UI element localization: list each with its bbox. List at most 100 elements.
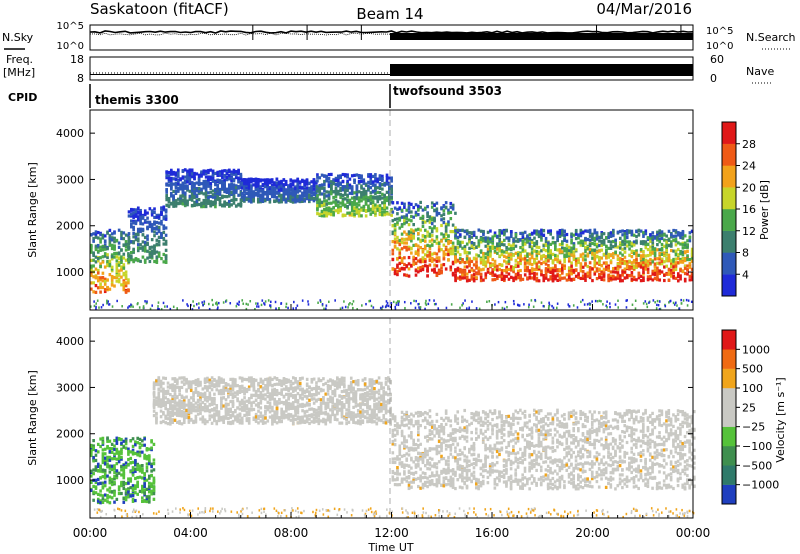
power-echo-cell xyxy=(414,203,418,207)
velocity-echo-cell xyxy=(145,457,149,461)
power-echo-cell xyxy=(339,186,342,190)
power-echo-cell xyxy=(164,256,168,261)
power-echo-cell xyxy=(551,259,555,263)
power-echo-cell xyxy=(391,230,395,234)
velocity-echo-cell xyxy=(96,469,100,473)
power-echo-cell xyxy=(353,195,356,200)
power-echo-cell xyxy=(167,196,171,201)
power-echo-cell xyxy=(106,247,109,251)
power-echo-cell xyxy=(444,245,448,249)
power-echo-cell xyxy=(269,300,272,304)
power-echo-cell xyxy=(609,243,613,247)
velocity-echo-cell xyxy=(103,484,107,488)
power-echo-cell xyxy=(642,257,645,262)
power-echo-cell xyxy=(277,180,281,184)
power-echo-cell xyxy=(319,299,322,302)
power-echo-cell xyxy=(146,249,149,253)
power-echo-cell xyxy=(115,262,119,267)
power-echo-cell xyxy=(90,233,93,237)
velocity-echo-cell xyxy=(147,498,151,502)
power-echo-cell xyxy=(339,207,342,211)
power-echo-cell xyxy=(384,305,387,309)
power-echo-cell xyxy=(301,178,304,182)
power-echo-cell xyxy=(579,263,583,267)
power-echo-cell xyxy=(218,170,222,174)
power-echo-cell xyxy=(96,257,100,261)
power-echo-cell xyxy=(223,187,226,191)
power-echo-cell xyxy=(267,299,270,302)
power-echo-cell xyxy=(150,223,154,227)
power-echo-cell xyxy=(274,300,277,304)
power-echo-cell xyxy=(530,256,534,260)
power-echo-cell xyxy=(554,245,557,249)
power-echo-cell xyxy=(122,273,126,277)
power-echo-cell xyxy=(632,277,636,281)
power-echo-cell xyxy=(433,226,436,230)
velocity-echo-cell xyxy=(145,465,149,470)
power-echo-cell xyxy=(218,181,222,185)
power-echo-cell xyxy=(160,231,163,236)
power-echo-cell xyxy=(330,207,333,211)
power-echo-cell xyxy=(486,260,490,264)
power-echo-cell xyxy=(621,273,624,277)
power-echo-cell xyxy=(551,274,555,278)
power-echo-cell xyxy=(127,232,131,236)
power-echo-cell xyxy=(327,176,331,181)
power-echo-cell xyxy=(227,173,231,178)
power-echo-cell xyxy=(542,275,546,280)
power-echo-cell xyxy=(463,273,467,277)
power-colorbar-tick-label: 12 xyxy=(742,225,756,238)
power-echo-cell xyxy=(618,279,622,283)
power-echo-cell xyxy=(623,250,627,254)
power-echo-cell xyxy=(548,305,550,308)
power-echo-cell xyxy=(360,179,363,184)
power-echo-cell xyxy=(209,194,213,199)
velocity-echo-cell xyxy=(138,446,142,450)
power-echo-cell xyxy=(417,250,420,255)
power-echo-cell xyxy=(445,306,448,310)
power-echo-cell xyxy=(164,242,168,246)
power-echo-cell xyxy=(204,171,208,176)
power-echo-cell xyxy=(465,276,469,280)
power-echo-cell xyxy=(514,251,518,255)
power-echo-cell xyxy=(174,181,178,185)
power-echo-cell xyxy=(477,266,481,270)
power-echo-cell xyxy=(509,231,513,236)
power-echo-cell xyxy=(554,276,557,280)
power-echo-cell xyxy=(174,184,178,188)
power-echo-cell xyxy=(223,178,226,182)
power-echo-cell xyxy=(549,249,553,253)
power-echo-cell xyxy=(379,306,382,310)
power-echo-cell xyxy=(186,180,189,184)
power-echo-cell xyxy=(598,299,601,303)
power-echo-cell xyxy=(289,178,293,182)
power-echo-cell xyxy=(165,193,168,198)
velocity-echo-cell xyxy=(129,494,133,498)
power-echo-cell xyxy=(245,302,248,306)
velocity-echo-cell xyxy=(138,450,142,454)
power-echo-cell xyxy=(447,248,450,252)
power-echo-cell xyxy=(521,233,525,237)
power-echo-cell xyxy=(316,205,319,209)
power-echo-cell xyxy=(247,190,251,194)
power-echo-cell xyxy=(396,300,399,303)
power-echo-cell xyxy=(505,228,508,232)
power-echo-cell xyxy=(186,303,188,306)
power-echo-cell xyxy=(410,228,413,232)
velocity-echo-cell xyxy=(108,486,112,490)
power-echo-cell xyxy=(355,184,359,188)
power-echo-cell xyxy=(419,216,422,220)
power-echo-cell xyxy=(658,271,662,276)
power-echo-cell xyxy=(669,300,671,303)
power-echo-cell xyxy=(618,236,622,240)
power-echo-cell xyxy=(214,181,217,185)
power-echo-cell xyxy=(567,252,571,256)
power-echo-cell xyxy=(651,247,655,251)
power-echo-cell xyxy=(458,275,462,279)
power-echo-cell xyxy=(530,271,534,275)
power-echo-cell xyxy=(465,257,469,261)
power-echo-cell xyxy=(563,233,566,238)
power-echo-cell xyxy=(609,259,613,263)
power-echo-cell xyxy=(672,268,675,272)
power-echo-cell xyxy=(632,243,636,247)
